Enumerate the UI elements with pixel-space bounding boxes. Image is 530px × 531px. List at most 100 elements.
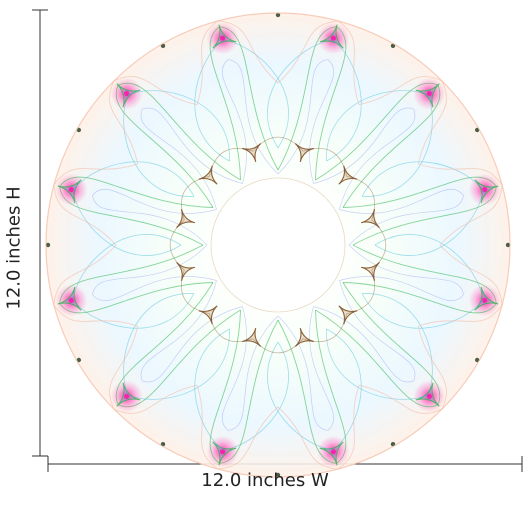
petal-curve — [113, 384, 198, 414]
inner-knot — [294, 143, 314, 163]
petal-curve — [228, 315, 279, 431]
inner-knot — [198, 165, 218, 185]
petal-curve — [277, 315, 328, 431]
petal-curve — [53, 184, 117, 246]
outer-knot — [317, 22, 350, 55]
petal-curve — [92, 276, 217, 301]
outer-knot — [206, 22, 239, 55]
center-hole — [210, 177, 346, 313]
outer-knot — [468, 173, 501, 206]
height-label: 12.0 inches H — [3, 186, 25, 310]
petal-curve — [417, 80, 447, 165]
petal-curve — [142, 107, 243, 184]
inner-arc — [371, 219, 387, 271]
inner-knot — [294, 327, 314, 347]
inner-knot — [242, 143, 262, 163]
outer-knot — [413, 380, 446, 413]
inner-knot — [176, 261, 196, 281]
petal-curve — [315, 309, 438, 408]
petal-curve — [339, 276, 464, 301]
petal-curve — [72, 161, 195, 197]
petal-curve — [337, 20, 360, 105]
petal-curve — [339, 189, 464, 214]
inner-arc — [209, 313, 254, 342]
inner-arc — [181, 176, 210, 221]
inner-knot — [360, 261, 380, 281]
petal-curve — [439, 244, 503, 306]
inner-arc — [209, 148, 254, 177]
inner-knot — [242, 327, 262, 347]
petal-curve — [118, 82, 241, 181]
outer-knot — [110, 380, 143, 413]
petal-curve — [418, 304, 503, 327]
petal-curve — [115, 282, 214, 405]
petal-curve — [339, 280, 416, 381]
petal-curve — [59, 244, 204, 304]
petal-curve — [348, 244, 464, 295]
petal-curve — [277, 319, 337, 464]
petal-curve — [222, 306, 247, 431]
petal-curve — [140, 109, 217, 210]
petal-curve — [326, 328, 429, 400]
mandala — [45, 12, 511, 478]
width-label: 12.0 inches W — [201, 470, 329, 491]
petal-curve — [374, 190, 484, 256]
petal-curve — [277, 20, 339, 84]
petal-curve — [127, 90, 230, 162]
petal-curve — [123, 293, 195, 396]
outer-knot — [468, 284, 501, 317]
outer-knot — [206, 435, 239, 468]
outer-ring — [45, 12, 511, 478]
petal-curve — [109, 325, 139, 410]
outer-knot — [55, 173, 88, 206]
petal-curve — [309, 59, 334, 184]
petal-curve — [358, 76, 443, 106]
mandala-disc — [46, 13, 510, 477]
petal-curve — [194, 328, 230, 451]
inner-knot — [360, 209, 380, 229]
petal-curve — [59, 176, 214, 208]
inner-arc — [169, 219, 185, 271]
petal-curve — [313, 306, 414, 383]
petal-curve — [196, 20, 219, 105]
inner-arc — [346, 176, 375, 221]
inner-arc — [181, 269, 210, 314]
petal-curve — [342, 282, 497, 314]
petal-curve — [92, 189, 217, 214]
petal-curve — [217, 406, 279, 470]
petal-curve — [277, 406, 339, 470]
inner-knot — [338, 165, 358, 185]
rim-point — [505, 242, 511, 248]
petal-curve — [53, 163, 138, 186]
petal-curve — [109, 80, 139, 165]
petal-curve — [315, 26, 347, 181]
outer-knot — [110, 77, 143, 110]
rim-point — [275, 12, 281, 18]
inner-knot — [338, 305, 358, 325]
inner-arc — [302, 148, 347, 177]
inner-arc — [252, 338, 304, 354]
petal-curve — [140, 280, 217, 381]
petal-curve — [196, 385, 219, 470]
petal-curve — [417, 325, 447, 410]
inner-arc — [302, 313, 347, 342]
petal-curve — [113, 76, 198, 106]
petal-curve — [53, 304, 138, 327]
petal-curve — [309, 306, 334, 431]
petal-curve — [313, 107, 414, 184]
petal-curve — [53, 244, 117, 306]
rim-point — [45, 242, 51, 248]
petal-curve — [439, 184, 503, 246]
petal-curve — [277, 59, 328, 175]
petal-curve — [418, 163, 503, 186]
petal-curve — [348, 195, 464, 246]
petal-curve — [361, 94, 433, 197]
petal-curve — [361, 293, 484, 329]
petal-curve — [72, 234, 182, 300]
petal-curve — [339, 109, 416, 210]
petal-curve — [352, 186, 497, 246]
petal-curve — [92, 195, 208, 246]
outer-knot — [413, 77, 446, 110]
inner-knot — [176, 209, 196, 229]
